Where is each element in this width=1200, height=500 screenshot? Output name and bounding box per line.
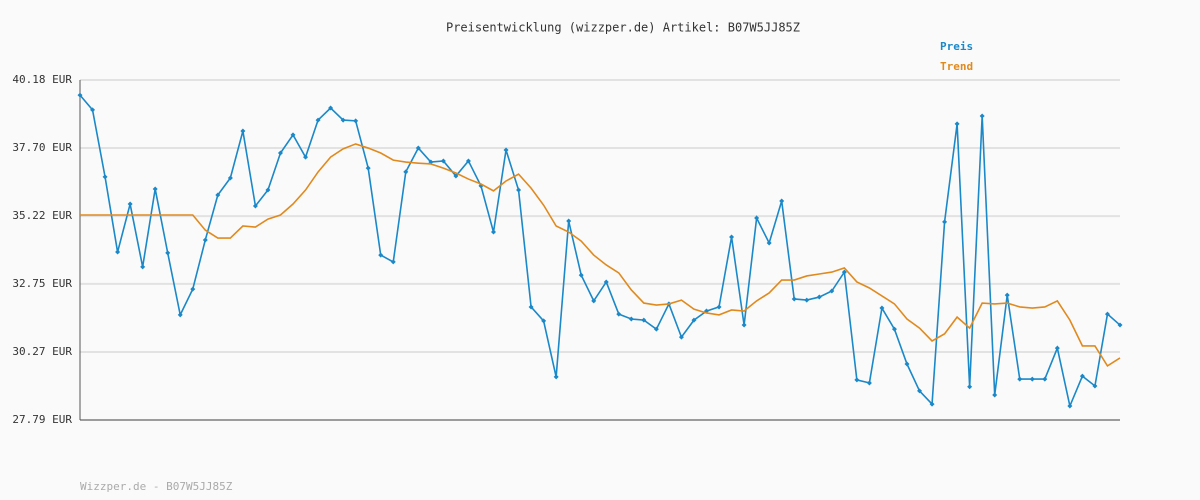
point [177,312,183,318]
point [290,132,296,138]
point [541,318,547,324]
y-tick-label: 30.27 EUR [12,345,72,358]
point [240,128,246,134]
point [102,174,108,180]
series-line [79,94,1121,409]
point [641,317,647,323]
point [202,237,208,243]
point [1029,376,1035,382]
chart-title: Preisentwicklung (wizzper.de) Artikel: B… [446,21,800,35]
point [967,384,973,390]
point [165,250,171,256]
point [816,294,822,300]
point [277,150,283,156]
point [152,186,158,192]
point [653,326,659,332]
point [754,215,760,221]
point [90,107,96,113]
point [490,229,496,235]
point [741,322,747,328]
point [729,234,735,240]
point [353,118,359,124]
point [954,121,960,127]
point [591,298,597,304]
point [1067,403,1073,409]
point [603,279,609,285]
point [1004,292,1010,298]
point [140,264,146,270]
point [1042,376,1048,382]
point [678,334,684,340]
y-tick-label: 35.22 EUR [12,209,72,222]
y-tick-label: 40.18 EUR [12,73,72,86]
point [879,305,885,311]
point [891,326,897,332]
point [77,92,83,98]
point [453,173,459,179]
point [553,374,559,380]
point [979,113,985,119]
footer: Wizzper.de - B07W5JJ85Z [80,480,233,493]
y-tick-label: 37.70 EUR [12,141,72,154]
point [265,187,271,193]
point [829,288,835,294]
point [303,154,309,160]
point [716,304,722,310]
point [115,249,121,255]
point [403,169,409,175]
point [904,361,910,367]
legend-label: Preis [940,40,973,53]
point [252,203,258,209]
point [578,272,584,278]
point [315,117,321,123]
series-line [80,143,1121,368]
point [528,304,534,310]
point [691,317,697,323]
y-tick-label: 27.79 EUR [12,413,72,426]
point [378,252,384,258]
point [616,311,622,317]
point [779,198,785,204]
point [628,316,634,322]
point [791,296,797,302]
point [854,377,860,383]
point [1017,376,1023,382]
point [215,192,221,198]
point [766,240,772,246]
point [566,218,572,224]
point [328,105,334,111]
point [440,158,446,164]
point [1104,311,1110,317]
point [516,187,522,193]
point [227,175,233,181]
point [390,259,396,265]
point [1054,345,1060,351]
point [340,117,346,123]
y-tick-label: 32.75 EUR [12,277,72,290]
point [190,286,196,292]
point [804,297,810,303]
point [365,165,371,171]
point [942,219,948,225]
legend-label: Trend [940,60,973,73]
point [992,392,998,398]
point [1092,383,1098,389]
point [503,147,509,153]
point [415,145,421,151]
point [1079,373,1085,379]
point [929,401,935,407]
point [465,158,471,164]
point [127,201,133,207]
point [841,269,847,275]
point [866,380,872,386]
point [917,388,923,394]
point [1117,322,1123,328]
